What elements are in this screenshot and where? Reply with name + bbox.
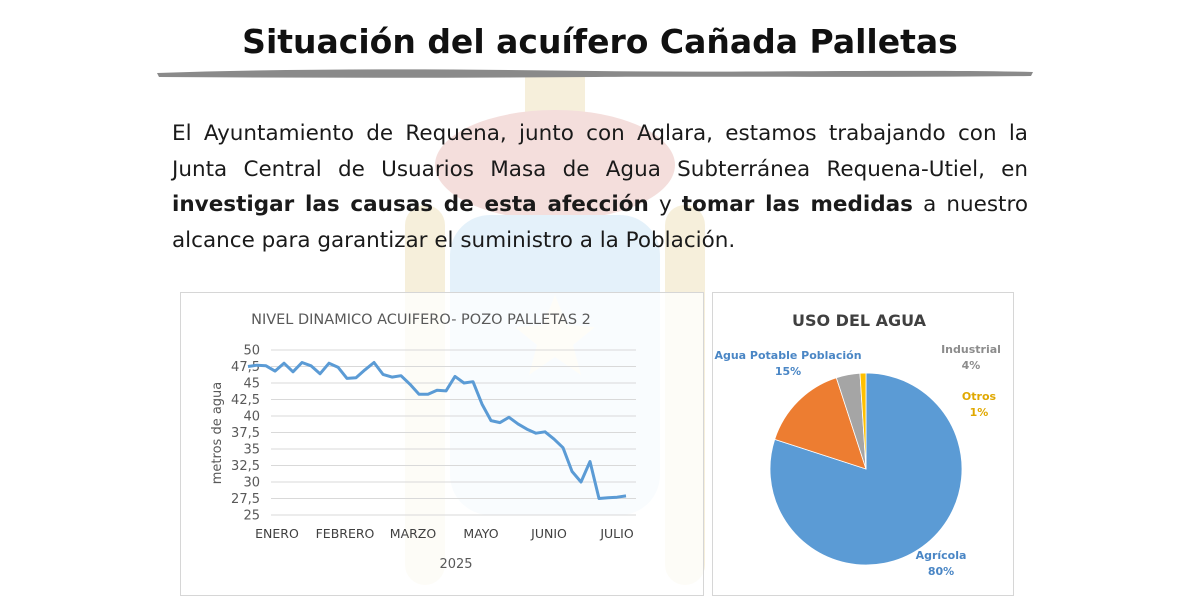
line-chart-panel: NIVEL DINAMICO ACUIFERO- POZO PALLETAS 2… xyxy=(180,292,704,596)
x-tick-label: JUNIO xyxy=(530,526,567,541)
y-tick-label: 50 xyxy=(243,344,260,359)
paragraph-text-1: El Ayuntamiento de Requena, junto con Aq… xyxy=(172,121,1028,182)
pie-label: Agua Potable Población xyxy=(714,349,861,362)
y-tick-label: 42,5 xyxy=(231,393,260,408)
x-tick-label: MAYO xyxy=(463,526,498,541)
y-tick-label: 35 xyxy=(243,443,260,458)
x-tick-label: JULIO xyxy=(599,526,633,541)
paragraph-bold-2: tomar las medidas xyxy=(681,192,913,217)
x-tick-label: MARZO xyxy=(390,526,437,541)
pie-slice xyxy=(769,372,963,566)
pie-label: Industrial xyxy=(941,343,1001,356)
title-underline-stroke xyxy=(157,69,1033,78)
intro-paragraph: El Ayuntamiento de Requena, junto con Aq… xyxy=(172,116,1028,258)
y-tick-label: 27,5 xyxy=(231,492,260,507)
page-title: Situación del acuífero Cañada Palletas xyxy=(242,22,958,61)
line-chart-title: NIVEL DINAMICO ACUIFERO- POZO PALLETAS 2 xyxy=(251,312,591,328)
y-tick-label: 40 xyxy=(243,410,260,425)
y-tick-label: 25 xyxy=(243,509,260,524)
pie-chart-title: USO DEL AGUA xyxy=(792,311,927,330)
pie-slice xyxy=(859,372,867,470)
pie-label: Agrícola xyxy=(916,549,967,562)
paragraph-text-3: a nuestro alcance para garantizar el sum… xyxy=(172,192,1028,253)
y-tick-label: 32,5 xyxy=(231,459,260,474)
pie-percent-label: 15% xyxy=(775,365,801,378)
line-chart-y-axis-label: metros de agua xyxy=(210,382,225,484)
pie-percent-label: 1% xyxy=(970,406,989,419)
pie-label: Otros xyxy=(962,390,997,403)
paragraph-text-2: y xyxy=(658,192,672,217)
line-chart-x-axis-label: 2025 xyxy=(439,557,472,572)
pie-chart-panel: USO DEL AGUA Agrícola 80% Agua Potable Pob… xyxy=(712,292,1014,596)
x-tick-label: ENERO xyxy=(255,526,299,541)
pie-percent-label: 80% xyxy=(928,565,954,578)
y-tick-label: 47,5 xyxy=(231,360,260,375)
water-use-pie-chart: USO DEL AGUA Agrícola 80% Agua Potable Pob… xyxy=(714,311,1001,578)
pie-slice xyxy=(774,377,867,470)
y-tick-label: 30 xyxy=(243,476,260,491)
y-tick-label: 37,5 xyxy=(231,426,260,441)
x-tick-label: FEBRERO xyxy=(316,526,375,541)
pie-percent-label: 4% xyxy=(962,359,981,372)
aquifer-level-line-chart: NIVEL DINAMICO ACUIFERO- POZO PALLETAS 2… xyxy=(210,312,636,572)
y-tick-label: 45 xyxy=(243,377,260,392)
paragraph-bold-1: investigar las causas de esta afección xyxy=(172,192,649,217)
